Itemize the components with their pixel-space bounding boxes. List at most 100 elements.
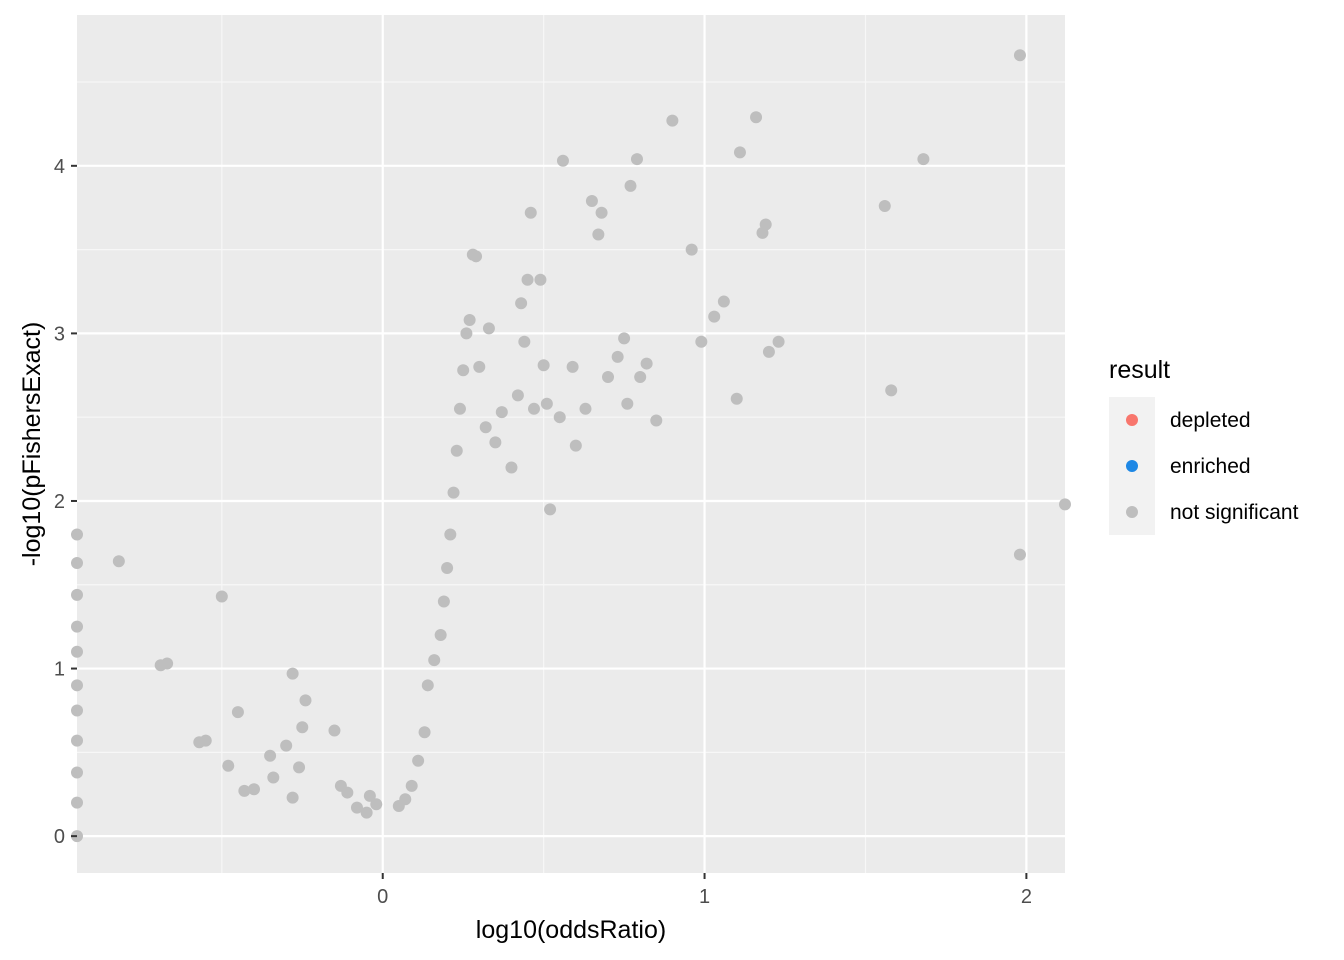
x-tick-label: 1 [699, 886, 710, 908]
data-point [71, 528, 83, 541]
data-point [917, 153, 930, 166]
data-point [544, 503, 557, 516]
data-point [296, 721, 309, 734]
data-point [621, 397, 634, 410]
data-point [421, 679, 434, 692]
data-point [1059, 498, 1071, 511]
data-point [457, 364, 470, 377]
legend-label-enriched: enriched [1170, 455, 1251, 478]
data-point [453, 402, 466, 415]
data-point [293, 761, 306, 774]
data-point [515, 297, 528, 310]
data-point [437, 595, 450, 608]
x-axis-ticks: 0 1 2 [377, 873, 1032, 908]
legend-label-depleted: depleted [1170, 409, 1251, 432]
data-point [505, 461, 518, 474]
data-point [222, 759, 235, 772]
data-point [370, 798, 383, 811]
data-point [267, 771, 280, 784]
data-point [450, 444, 463, 457]
data-point [540, 397, 553, 410]
data-point [444, 528, 457, 541]
data-point [750, 111, 763, 124]
data-point [489, 436, 502, 449]
data-point [238, 784, 251, 797]
data-point [733, 146, 746, 159]
y-tick-label: 3 [54, 323, 65, 345]
data-point [495, 406, 508, 419]
data-point [630, 153, 643, 166]
y-tick-label: 4 [54, 156, 65, 178]
data-point [112, 555, 125, 568]
data-point [264, 749, 277, 762]
data-point [602, 370, 615, 383]
data-point [71, 796, 83, 809]
data-point [363, 789, 376, 802]
data-point [470, 250, 483, 263]
minor-gridlines [77, 15, 1065, 873]
data-point [215, 590, 228, 603]
data-point [611, 350, 624, 363]
data-point [350, 801, 363, 814]
data-point [640, 357, 653, 370]
data-point [280, 739, 293, 752]
legend-key-depleted [1126, 414, 1138, 426]
data-point [772, 335, 785, 348]
data-point [71, 620, 83, 633]
data-point [231, 706, 244, 719]
data-point [71, 766, 83, 779]
data-point [717, 295, 730, 308]
data-point [685, 243, 698, 256]
major-gridlines [77, 15, 1065, 873]
data-point [71, 679, 83, 692]
data-point [71, 704, 83, 717]
legend-title: result [1109, 356, 1170, 384]
legend: result depleted enriched not significant [1109, 356, 1299, 535]
data-point [534, 273, 547, 286]
legend-key-enriched [1126, 460, 1138, 472]
x-tick-label: 2 [1021, 886, 1032, 908]
data-point [566, 360, 579, 373]
data-point [161, 657, 174, 670]
data-point [71, 556, 83, 569]
data-point [199, 734, 212, 747]
data-point [460, 327, 473, 340]
data-point [412, 754, 425, 767]
data-point [730, 392, 743, 405]
data-point [537, 359, 550, 372]
data-point [762, 345, 775, 358]
y-axis-title: -log10(pFishersExact) [18, 322, 46, 567]
data-point [634, 370, 647, 383]
data-point [441, 562, 454, 575]
data-point [618, 332, 631, 345]
y-tick-label: 0 [54, 826, 65, 848]
legend-label-not-significant: not significant [1170, 501, 1299, 524]
data-point [71, 734, 83, 747]
data-point [585, 195, 598, 208]
data-point [518, 335, 531, 348]
data-point [482, 322, 495, 335]
data-point [527, 402, 540, 415]
data-point [1013, 49, 1026, 62]
data-point [553, 411, 566, 424]
data-point [428, 654, 441, 667]
x-tick-label: 0 [377, 886, 388, 908]
data-point [592, 228, 605, 241]
data-point [595, 206, 608, 219]
data-point [405, 779, 418, 792]
data-point [434, 629, 447, 642]
legend-key-not-significant [1126, 506, 1138, 518]
data-point [695, 335, 708, 348]
data-point [360, 806, 373, 819]
data-point [708, 310, 721, 323]
data-point [521, 273, 534, 286]
data-point [1013, 548, 1026, 561]
data-point [447, 486, 460, 499]
data-point [71, 588, 83, 601]
data-point [624, 179, 637, 192]
data-point [71, 645, 83, 658]
data-point [885, 384, 898, 397]
data-points [71, 49, 1071, 843]
data-point [650, 414, 663, 427]
